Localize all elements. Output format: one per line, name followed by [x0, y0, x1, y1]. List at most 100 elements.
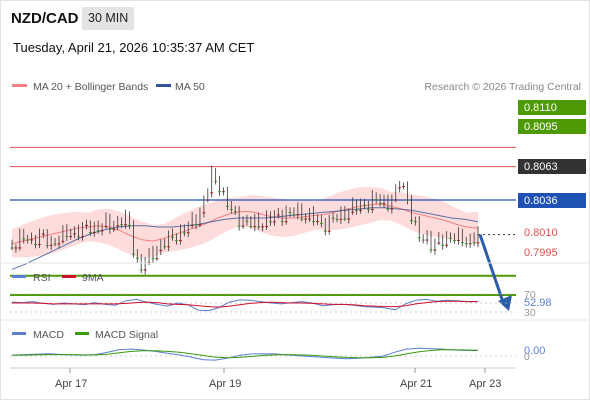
candle-body [476, 242, 480, 244]
rsi-ma-line [12, 300, 478, 308]
candle-body [241, 225, 245, 227]
rsi-panel [10, 293, 516, 313]
legend-swatch-macd [12, 332, 26, 335]
candle-body [206, 199, 210, 201]
candle-body [69, 236, 73, 238]
candle-body [182, 232, 186, 234]
candle-body [108, 228, 112, 230]
candle-body [261, 226, 265, 228]
level-label-2: 0.8063 [524, 161, 558, 173]
candle-body [128, 224, 131, 226]
candle-body [225, 205, 229, 207]
candle-body [171, 236, 174, 238]
candle-body [163, 246, 167, 248]
legend-rsi-label: RSI [33, 272, 51, 284]
candle-body [218, 191, 221, 193]
rsi-tick-70: 70 [524, 289, 536, 301]
level-label-3: 0.8036 [524, 195, 558, 207]
level-badge-2 [518, 159, 586, 174]
candle-body [296, 214, 300, 216]
candle-body [57, 243, 61, 245]
rsi-current-label: 52.98 [524, 297, 552, 309]
candle-body [335, 218, 339, 220]
candle-body [65, 236, 69, 238]
candle-body [116, 225, 120, 227]
candle-body [49, 244, 53, 246]
candle-body [202, 212, 206, 214]
candle-body [453, 239, 456, 241]
legend-macd-label: MACD [33, 329, 64, 341]
macd-line [11, 347, 478, 361]
candle-body [229, 208, 233, 210]
candle-body [147, 261, 151, 263]
candle-body [85, 224, 88, 226]
candle-body [190, 225, 194, 227]
candle-body [265, 225, 268, 227]
candle-body [292, 214, 296, 216]
candle-body [143, 269, 147, 271]
level-label-5: 0.7995 [524, 247, 558, 259]
candle-body [284, 221, 288, 223]
candle-body [38, 243, 41, 245]
candle-body [151, 258, 155, 260]
candle-body [327, 230, 331, 232]
candle-body [81, 236, 84, 238]
candle-body [390, 208, 394, 210]
candle-body [363, 204, 366, 206]
candle-body [410, 220, 413, 222]
candle-body [382, 203, 386, 205]
legend-swatch-macd-signal [75, 332, 89, 335]
level-badge-0 [518, 100, 586, 115]
candle-body [167, 246, 171, 248]
level-label-4: 0.8010 [524, 227, 558, 239]
x-tick-label-apr21: Apr 21 [400, 378, 432, 390]
level-label-1: 0.8095 [524, 121, 558, 133]
candle-body [233, 211, 237, 213]
candle-body [370, 208, 374, 210]
legend-swatch-bollinger [12, 84, 27, 87]
candle-body [402, 186, 405, 188]
candle-body [104, 225, 108, 227]
candle-body [120, 224, 124, 226]
candle-body [316, 221, 319, 223]
legend-macd-signal-label: MACD Signal [95, 329, 158, 341]
price-panel [10, 146, 516, 311]
candle-body [18, 247, 22, 249]
candle-body [398, 187, 402, 189]
candle-body [175, 240, 178, 242]
timeframe-badge[interactable]: 30 MIN [82, 7, 135, 30]
candle-body [26, 239, 30, 241]
candle-body [288, 211, 292, 213]
level-badge-3 [518, 193, 586, 208]
candle-body [433, 249, 437, 251]
candle-body [355, 209, 359, 211]
candle-body [323, 230, 327, 232]
x-axis [69, 368, 486, 373]
candle-body [339, 218, 343, 220]
candle-body [159, 249, 163, 251]
candle-body [429, 249, 433, 251]
candle-body [386, 208, 390, 210]
candle-body [41, 233, 45, 235]
legend-bollinger-label: MA 20 + Bollinger Bands [33, 81, 148, 93]
candle-body [272, 221, 276, 223]
x-tick-label-apr23: Apr 23 [469, 378, 501, 390]
credit-label: Research © 2026 Trading Central [424, 81, 581, 93]
candle-body [351, 211, 355, 213]
candle-body [22, 238, 26, 240]
symbol-title: NZD/CAD [11, 10, 79, 27]
candle-body [276, 214, 280, 216]
candle-body [308, 218, 312, 220]
candle-body [449, 237, 452, 239]
candle-body [366, 208, 370, 210]
datetime-label: Tuesday, April 21, 2026 10:35:37 AM CET [13, 40, 255, 55]
candle-body [441, 244, 445, 246]
candle-body [249, 226, 253, 228]
candle-body [300, 218, 304, 220]
candle-body [30, 239, 33, 241]
candle-body [53, 243, 57, 245]
x-tick-label-apr17: Apr 17 [55, 378, 87, 390]
candle-body [92, 231, 96, 233]
macd-current-label: 0.00 [524, 345, 545, 357]
candle-body [406, 199, 409, 201]
